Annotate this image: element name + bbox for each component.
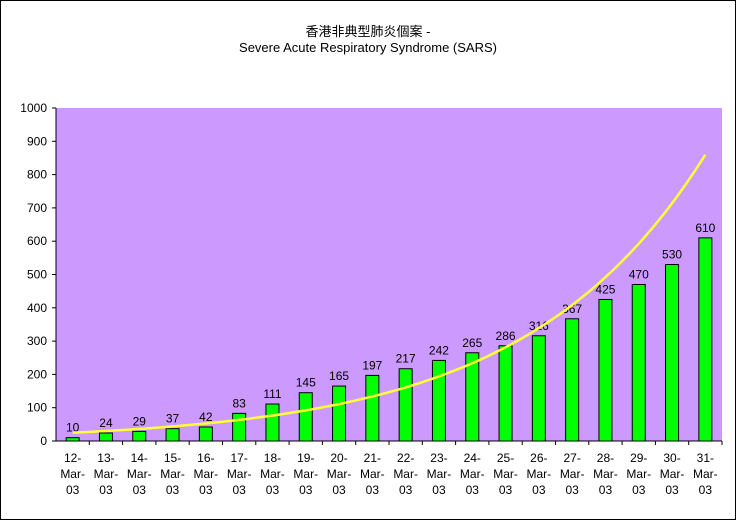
bar — [298, 392, 313, 442]
bar — [665, 264, 680, 442]
x-tick-label: 14-Mar-03 — [127, 451, 152, 497]
x-tick-label: 18-Mar-03 — [260, 451, 285, 497]
data-label: 145 — [296, 376, 316, 390]
bar — [65, 437, 80, 442]
y-tick-label: 400 — [27, 301, 47, 315]
x-tick-label: 27-Mar-03 — [560, 451, 585, 497]
data-label: 610 — [695, 221, 715, 235]
x-tick-label: 19-Mar-03 — [293, 451, 318, 497]
x-tick-label: 31-Mar-03 — [693, 451, 718, 497]
data-label: 242 — [429, 343, 449, 357]
bar — [365, 374, 380, 442]
x-tick-label: 26-Mar-03 — [527, 451, 552, 497]
bar — [531, 335, 546, 442]
x-tick-label: 15-Mar-03 — [160, 451, 185, 497]
data-label: 83 — [232, 396, 246, 410]
chart-subtitle: Severe Acute Respiratory Syndrome (SARS) — [239, 40, 497, 55]
x-tick-label: 23-Mar-03 — [427, 451, 452, 497]
bar — [198, 426, 213, 442]
data-label: 286 — [496, 329, 516, 343]
x-tick-label: 16-Mar-03 — [194, 451, 219, 497]
bar — [232, 412, 247, 442]
data-label: 265 — [462, 336, 482, 350]
bar — [498, 345, 513, 442]
data-label: 111 — [263, 387, 282, 401]
x-tick-label: 25-Mar-03 — [493, 451, 518, 497]
x-tick-label: 17-Mar-03 — [227, 451, 252, 497]
bar — [598, 298, 613, 442]
data-label: 530 — [662, 248, 682, 262]
y-tick-label: 800 — [27, 168, 47, 182]
bar — [265, 403, 280, 442]
data-label: 24 — [99, 416, 113, 430]
data-label: 42 — [199, 410, 213, 424]
data-label: 10 — [66, 421, 80, 435]
y-tick-label: 100 — [27, 401, 47, 415]
y-tick-label: 600 — [27, 234, 47, 248]
x-tick-label: 21-Mar-03 — [360, 451, 385, 497]
x-tick-label: 22-Mar-03 — [393, 451, 418, 497]
y-tick-label: 500 — [27, 268, 47, 282]
data-label: 316 — [529, 319, 549, 333]
y-tick-label: 0 — [40, 434, 47, 448]
y-tick-label: 200 — [27, 367, 47, 381]
x-tick-label: 28-Mar-03 — [593, 451, 618, 497]
y-tick-label: 1000 — [20, 101, 47, 115]
bar — [631, 283, 646, 442]
data-label: 197 — [362, 358, 382, 372]
y-tick-label: 700 — [27, 201, 47, 215]
chart-title: 香港非典型肺炎個案 - — [305, 24, 431, 39]
bar — [98, 432, 113, 442]
y-tick-label: 900 — [27, 134, 47, 148]
bar — [398, 368, 413, 442]
data-label: 29 — [133, 414, 147, 428]
data-label: 470 — [629, 267, 649, 281]
data-label: 367 — [562, 302, 582, 316]
bar — [165, 428, 180, 442]
data-label: 165 — [329, 369, 349, 383]
x-tick-label: 20-Mar-03 — [327, 451, 352, 497]
y-tick-label: 300 — [27, 334, 47, 348]
bar — [332, 385, 347, 442]
x-tick-label: 30-Mar-03 — [660, 451, 685, 497]
bar — [132, 430, 147, 442]
x-tick-label: 12-Mar-03 — [60, 451, 85, 497]
bar — [565, 318, 580, 442]
bar — [431, 359, 446, 442]
bar — [698, 237, 713, 442]
x-tick-label: 24-Mar-03 — [460, 451, 485, 497]
data-label: 425 — [595, 282, 615, 296]
data-label: 217 — [396, 352, 416, 366]
x-tick-label: 29-Mar-03 — [626, 451, 651, 497]
data-label: 37 — [166, 412, 180, 426]
bar — [465, 352, 480, 442]
x-tick-label: 13-Mar-03 — [94, 451, 119, 497]
trendline — [72, 153, 707, 434]
